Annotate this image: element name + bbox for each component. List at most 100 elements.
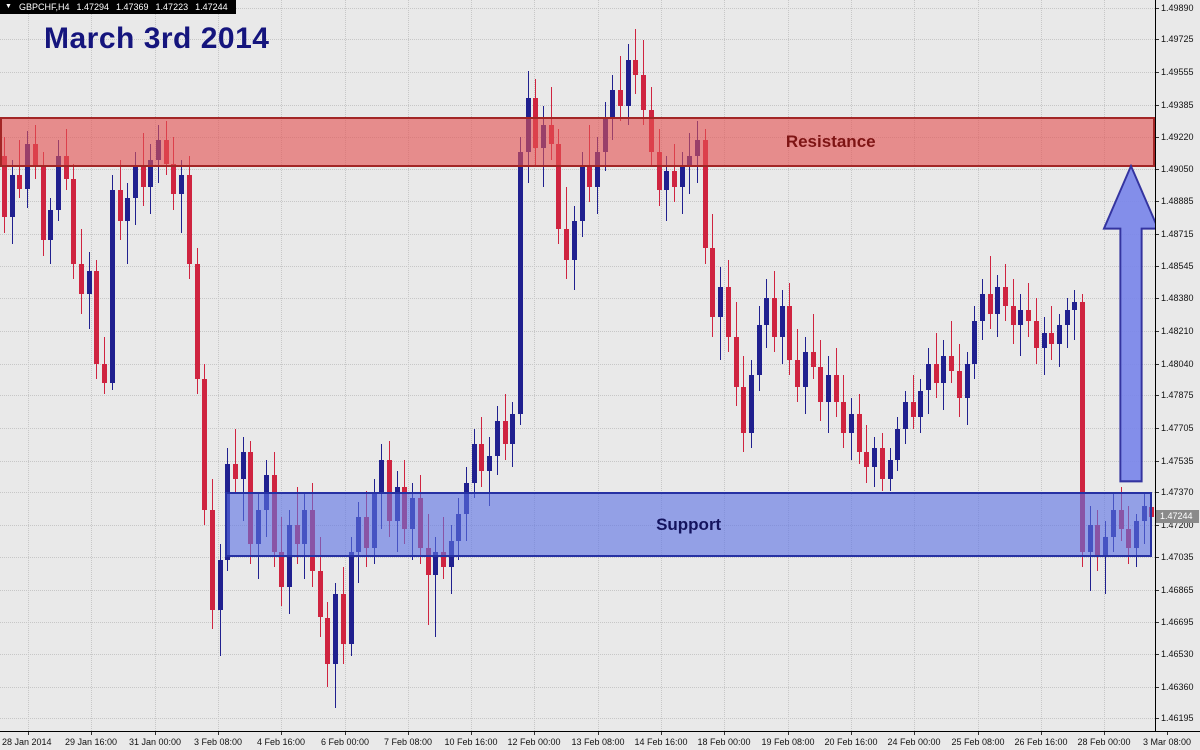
price-axis-label: 1.49220 xyxy=(1161,132,1194,142)
candle-body xyxy=(933,363,939,383)
candle-body xyxy=(425,548,431,576)
candle-body xyxy=(895,428,901,460)
time-axis[interactable]: 28 Jan 2014 29 Jan 16:00 31 Jan 00:00 3 Feb… xyxy=(0,731,1200,750)
axis-tick xyxy=(1156,687,1159,688)
candle-body xyxy=(579,167,585,222)
candle-body xyxy=(710,248,716,318)
candle-body xyxy=(702,140,708,249)
candle-body xyxy=(186,175,192,264)
support-label: Support xyxy=(656,514,722,534)
candle-body xyxy=(787,305,793,360)
candle-body xyxy=(55,155,61,210)
time-axis-label: 20 Feb 16:00 xyxy=(824,737,878,747)
grid-line-v xyxy=(471,0,472,731)
candle-body xyxy=(618,90,623,106)
grid-line-v xyxy=(1104,0,1105,731)
candle-body xyxy=(656,151,662,191)
axis-tick xyxy=(1156,557,1159,558)
candle-body xyxy=(641,75,647,110)
axis-tick xyxy=(1156,395,1159,396)
candle-body xyxy=(856,413,862,453)
grid-line-h xyxy=(0,266,1155,267)
candle-body xyxy=(564,228,570,260)
candle-body xyxy=(40,167,46,241)
axis-tick xyxy=(598,732,599,735)
ohlc-high: 1.47369 xyxy=(116,2,149,12)
grid-line-h xyxy=(0,718,1155,719)
candle-body xyxy=(1072,302,1078,310)
candle-body xyxy=(348,552,354,645)
grid-line-v xyxy=(155,0,156,731)
candle-body xyxy=(1041,332,1047,349)
time-axis-label: 31 Jan 00:00 xyxy=(128,737,182,747)
chart-annotation-title: March 3rd 2014 xyxy=(44,22,270,55)
axis-tick xyxy=(1156,266,1159,267)
time-axis-label: 6 Feb 00:00 xyxy=(320,737,370,747)
candle-body xyxy=(879,448,885,479)
candle-body xyxy=(102,363,108,383)
candle-body xyxy=(918,390,924,418)
chart-dropdown-icon[interactable]: ▼ xyxy=(5,3,12,10)
candle-body xyxy=(379,459,385,495)
grid-line-v xyxy=(1041,0,1042,731)
candle-body xyxy=(132,167,138,199)
candle-body xyxy=(772,298,777,337)
time-axis-label: 3 Feb 08:00 xyxy=(193,737,243,747)
candle-body xyxy=(194,263,200,379)
price-axis-label: 1.48380 xyxy=(1161,293,1194,303)
axis-tick xyxy=(1156,590,1159,591)
candle-body xyxy=(941,355,947,383)
candle-body xyxy=(733,336,739,387)
candle-body xyxy=(995,286,1001,314)
candle-body xyxy=(987,294,993,314)
candle-body xyxy=(471,444,477,483)
candle-wick xyxy=(1074,290,1076,341)
axis-tick xyxy=(1156,137,1159,138)
candle-wick xyxy=(1105,521,1107,595)
price-axis-label: 1.47370 xyxy=(1161,487,1194,497)
time-axis-label: 13 Feb 08:00 xyxy=(571,737,625,747)
candle-wick xyxy=(181,159,183,233)
price-axis-label: 1.46360 xyxy=(1161,682,1194,692)
candle-wick xyxy=(489,436,491,506)
axis-tick xyxy=(1156,461,1159,462)
axis-tick xyxy=(155,732,156,735)
grid-line-v xyxy=(281,0,282,731)
time-axis-label: 24 Feb 00:00 xyxy=(887,737,941,747)
candle-body xyxy=(325,617,331,664)
candle-body xyxy=(125,198,131,222)
plot-area[interactable]: Resistance Support xyxy=(0,0,1155,731)
candle-body xyxy=(510,413,516,445)
price-axis-label: 1.48210 xyxy=(1161,326,1194,336)
price-axis[interactable]: 1.49890 1.49725 1.49555 1.49385 1.49220 1.490… xyxy=(1155,0,1200,731)
candle-body xyxy=(387,459,392,522)
axis-tick xyxy=(914,732,915,735)
grid-line-h xyxy=(0,331,1155,332)
candle-body xyxy=(340,594,346,645)
support-zone[interactable]: Support xyxy=(225,492,1152,557)
candle-body xyxy=(517,151,523,414)
grid-line-h xyxy=(0,557,1155,558)
grid-line-v xyxy=(345,0,346,731)
axis-tick xyxy=(1156,654,1159,655)
candle-body xyxy=(2,155,7,218)
up-arrow-icon[interactable] xyxy=(1102,163,1155,483)
axis-tick xyxy=(345,732,346,735)
axis-tick xyxy=(851,732,852,735)
candle-body xyxy=(17,175,23,189)
grid-line-h xyxy=(0,364,1155,365)
candle-body xyxy=(1080,302,1085,553)
candle-wick xyxy=(989,255,991,329)
candle-body xyxy=(94,271,100,364)
axis-tick xyxy=(1156,718,1159,719)
candle-body xyxy=(756,325,762,376)
resistance-zone[interactable]: Resistance xyxy=(0,117,1155,168)
time-axis-label: 25 Feb 08:00 xyxy=(951,737,1005,747)
candle-wick xyxy=(127,182,129,264)
price-axis-label: 1.49725 xyxy=(1161,34,1194,44)
axis-tick xyxy=(1041,732,1042,735)
candle-wick xyxy=(620,55,621,122)
axis-tick xyxy=(408,732,409,735)
time-axis-label: 19 Feb 08:00 xyxy=(761,737,815,747)
axis-tick xyxy=(1156,105,1159,106)
